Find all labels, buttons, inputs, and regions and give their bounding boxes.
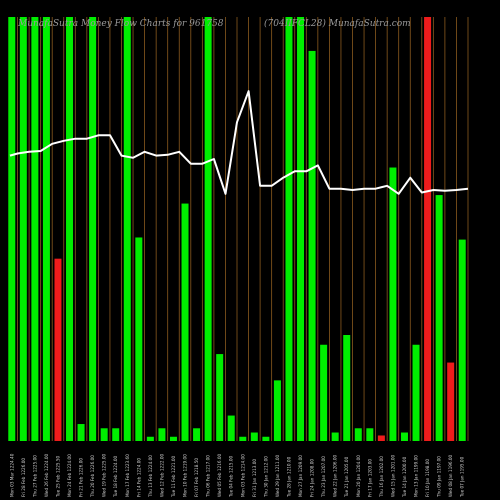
flow-bar [308, 50, 316, 442]
x-tick-label: Thu 06 Feb 1217.00 [206, 455, 211, 498]
x-tick-label: Fri 31 Jan 1213.00 [252, 459, 257, 497]
flow-bar [354, 428, 362, 441]
grid-layer [17, 17, 469, 441]
x-tick-label: Fri 17 Jan 1203.00 [367, 459, 372, 497]
tick-label-layer: Mon 03 Mar 1224.40 Fri 28 Feb 1226.00 Thu … [9, 453, 464, 498]
flow-bar [389, 167, 397, 441]
flow-bar [262, 436, 270, 441]
flow-bar [424, 17, 432, 441]
flow-bar [216, 354, 224, 441]
chart-subtitle: (704IIFCL28) MunafaSutra.com [264, 18, 411, 29]
flow-bar [112, 428, 120, 441]
x-tick-label: Tue 07 Jan 1195.00 [460, 456, 465, 498]
flow-bar [169, 436, 177, 441]
x-tick-label: Wed 12 Feb 1222.00 [159, 453, 164, 497]
x-tick-label: Mon 13 Jan 1199.00 [414, 455, 419, 497]
flow-bar [400, 432, 408, 441]
x-tick-label: Mon 24 Feb 1224.00 [67, 454, 72, 497]
x-tick-label: Wed 22 Jan 1206.00 [333, 454, 338, 497]
x-tick-label: Wed 08 Jan 1196.00 [448, 454, 453, 497]
flow-bar [31, 17, 39, 441]
flow-bar [331, 432, 339, 441]
flow-bar [285, 17, 293, 441]
flow-bar [100, 428, 108, 441]
flow-bar [343, 335, 351, 441]
x-tick-label: Mon 03 Feb 1214.00 [240, 454, 245, 497]
x-tick-label: Tue 11 Feb 1221.00 [171, 455, 176, 498]
flow-bar [146, 436, 154, 441]
flow-bar [135, 237, 143, 441]
flow-bar [19, 17, 27, 441]
flow-bar [227, 415, 235, 441]
x-tick-label: Tue 21 Jan 1205.00 [344, 456, 349, 498]
x-tick-label: Mon 20 Jan 1204.00 [356, 455, 361, 497]
x-tick-label: Fri 24 Jan 1208.00 [310, 459, 315, 497]
chart-title: MunafaSutra Money Flow Charts for 961758 [17, 19, 224, 29]
x-tick-label: Tue 04 Feb 1215.00 [229, 455, 234, 498]
price-line-layer [9, 90, 469, 195]
x-tick-label: Mon 03 Mar 1224.40 [9, 453, 14, 497]
x-tick-label: Mon 10 Feb 1219.00 [183, 454, 188, 497]
flow-bar [250, 432, 258, 441]
x-tick-label: Thu 13 Feb 1224.00 [148, 455, 153, 498]
x-tick-label: Thu 16 Jan 1202.00 [379, 456, 384, 498]
flow-bar [193, 428, 201, 441]
x-tick-label: Tue 25 Feb 1225.50 [55, 455, 60, 498]
x-tick-label: Wed 19 Feb 1225.00 [102, 453, 107, 497]
flow-bar [273, 380, 281, 441]
x-tick-label: Fri 28 Feb 1226.00 [21, 458, 26, 497]
flow-bar [77, 424, 85, 441]
flow-bar [89, 17, 97, 441]
x-tick-label: Thu 23 Jan 1207.00 [321, 456, 326, 498]
x-tick-label: Tue 14 Jan 1200.00 [402, 456, 407, 498]
flow-bar [447, 362, 455, 441]
flow-bar [377, 435, 385, 441]
x-tick-label: Wed 05 Feb 1216.00 [217, 453, 222, 497]
x-tick-label: Thu 20 Feb 1226.00 [90, 455, 95, 498]
flow-bar [320, 344, 328, 441]
flow-bar [458, 239, 466, 441]
flow-bar [204, 17, 212, 441]
x-tick-label: Wed 15 Jan 1201.00 [390, 454, 395, 497]
x-tick-label: Tue 18 Feb 1224.00 [113, 455, 118, 498]
x-tick-label: Thu 27 Feb 1225.00 [32, 455, 37, 498]
bar-layer [8, 17, 466, 442]
x-tick-label: Fri 14 Feb 1224.00 [136, 458, 141, 497]
flow-bar [181, 203, 189, 441]
x-tick-label: Mon 17 Feb 1223.60 [125, 454, 130, 497]
x-tick-label: Fri 07 Feb 1218.50 [194, 458, 199, 497]
flow-bar [239, 436, 247, 441]
x-tick-label: Thu 30 Jan 1212.00 [263, 456, 268, 498]
x-tick-label: Fri 10 Jan 1198.00 [425, 459, 430, 497]
x-tick-label: Fri 21 Feb 1226.00 [79, 458, 84, 497]
x-tick-label: Mon 27 Jan 1209.00 [298, 455, 303, 497]
x-tick-label: Thu 09 Jan 1197.00 [437, 456, 442, 498]
x-tick-label: Wed 26 Feb 1224.00 [44, 453, 49, 497]
flow-bar [412, 344, 420, 441]
flow-bar [297, 17, 305, 441]
flow-bar [54, 258, 62, 441]
flow-bar [123, 17, 131, 441]
x-tick-label: Wed 29 Jan 1211.00 [275, 454, 280, 497]
x-tick-label: Tue 28 Jan 1210.00 [286, 456, 291, 498]
flow-bar [158, 428, 166, 441]
flow-bar [435, 195, 443, 441]
flow-bar [66, 17, 74, 441]
flow-bar [42, 17, 50, 441]
price-line [9, 90, 469, 195]
flow-bar [366, 428, 374, 441]
flow-bar [8, 17, 16, 441]
